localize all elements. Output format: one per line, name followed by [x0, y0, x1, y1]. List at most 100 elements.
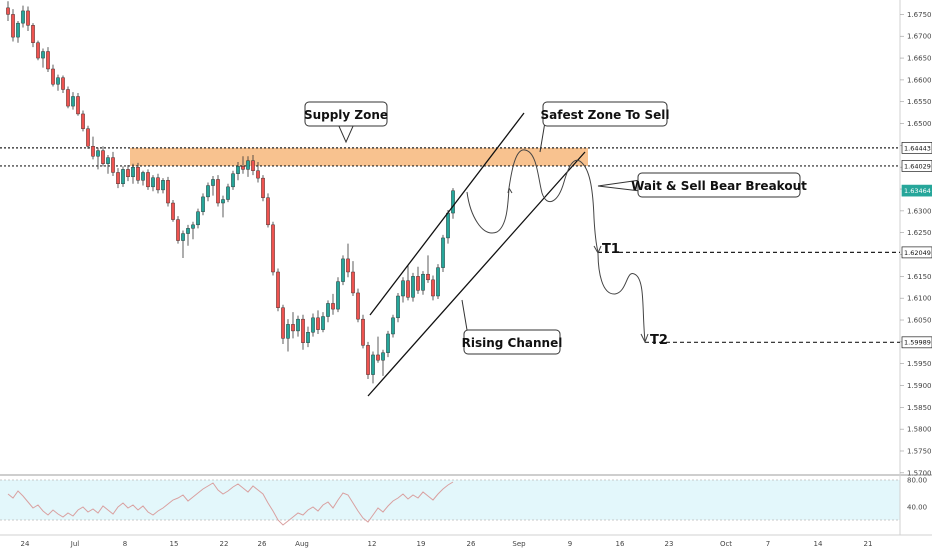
- candle[interactable]: [176, 216, 180, 244]
- candle[interactable]: [281, 304, 285, 345]
- candle[interactable]: [156, 173, 160, 194]
- supply-zone-rect[interactable]: [130, 147, 588, 166]
- safest-zone-callout[interactable]: Safest Zone To Sell: [541, 101, 670, 127]
- candle[interactable]: [121, 166, 125, 187]
- candle[interactable]: [291, 312, 295, 339]
- candle[interactable]: [331, 293, 335, 315]
- candle[interactable]: [391, 314, 395, 338]
- candle[interactable]: [326, 300, 330, 323]
- candle[interactable]: [76, 92, 80, 116]
- candle[interactable]: [371, 351, 375, 384]
- candle[interactable]: [61, 75, 65, 93]
- candle[interactable]: [111, 151, 115, 176]
- candle[interactable]: [396, 292, 400, 323]
- candle[interactable]: [431, 275, 435, 301]
- candle[interactable]: [41, 48, 45, 68]
- candle[interactable]: [221, 195, 225, 218]
- candle[interactable]: [131, 163, 135, 184]
- candle[interactable]: [146, 169, 150, 190]
- candle[interactable]: [151, 175, 155, 192]
- candle[interactable]: [161, 178, 165, 194]
- supply-zone-callout[interactable]: Supply Zone: [304, 101, 388, 127]
- candle[interactable]: [126, 165, 130, 182]
- candle[interactable]: [381, 349, 385, 376]
- candle[interactable]: [376, 336, 380, 363]
- candle[interactable]: [356, 288, 360, 323]
- price-axis[interactable]: 1.67500 1.67000 1.66500 1.66000 1.65500 1.650…: [900, 11, 932, 477]
- candle[interactable]: [451, 188, 455, 219]
- candle[interactable]: [191, 221, 195, 240]
- candle[interactable]: [196, 208, 200, 229]
- candle[interactable]: [66, 86, 70, 109]
- candle[interactable]: [401, 277, 405, 303]
- candle[interactable]: [276, 268, 280, 312]
- candle[interactable]: [271, 221, 275, 276]
- candle[interactable]: [106, 154, 110, 174]
- candle[interactable]: [351, 261, 355, 297]
- candle[interactable]: [31, 23, 35, 48]
- candle[interactable]: [261, 175, 265, 202]
- candlestick-series[interactable]: [6, 1, 455, 384]
- candle[interactable]: [341, 255, 345, 286]
- candle[interactable]: [286, 319, 290, 352]
- price-pane[interactable]: [0, 0, 900, 475]
- candle[interactable]: [216, 175, 220, 207]
- candle[interactable]: [436, 264, 440, 300]
- candle[interactable]: [201, 193, 205, 216]
- candle[interactable]: [301, 314, 305, 350]
- candle[interactable]: [321, 312, 325, 333]
- wait-sell-callout[interactable]: Wait & Sell Bear Breakout: [631, 172, 807, 198]
- candle[interactable]: [366, 341, 370, 379]
- channel-upper-line[interactable]: [369, 112, 525, 316]
- candle[interactable]: [316, 310, 320, 334]
- rising-channel-callout[interactable]: Rising Channel: [462, 329, 563, 355]
- candle[interactable]: [246, 156, 250, 177]
- candle[interactable]: [386, 330, 390, 358]
- candle[interactable]: [441, 234, 445, 272]
- candle[interactable]: [51, 64, 55, 87]
- candle[interactable]: [416, 266, 420, 294]
- candle[interactable]: [91, 136, 95, 160]
- candle[interactable]: [101, 146, 105, 167]
- candle[interactable]: [136, 162, 140, 184]
- candle[interactable]: [311, 313, 315, 337]
- candle[interactable]: [166, 176, 170, 207]
- candle[interactable]: [306, 326, 310, 348]
- candle[interactable]: [86, 125, 90, 149]
- candle[interactable]: [421, 271, 425, 295]
- candle[interactable]: [206, 182, 210, 202]
- candle[interactable]: [231, 170, 235, 190]
- candle[interactable]: [116, 168, 120, 189]
- candle[interactable]: [426, 255, 430, 283]
- candle[interactable]: [411, 272, 415, 302]
- candle[interactable]: [6, 1, 10, 21]
- candle[interactable]: [36, 40, 40, 61]
- rsi-line[interactable]: [7, 481, 454, 526]
- channel-lower-line[interactable]: [367, 151, 586, 397]
- candle[interactable]: [266, 193, 270, 228]
- candle[interactable]: [171, 199, 175, 222]
- candle[interactable]: [346, 243, 350, 278]
- candle[interactable]: [406, 265, 410, 301]
- candle[interactable]: [11, 9, 15, 42]
- candle[interactable]: [181, 230, 185, 259]
- candle[interactable]: [16, 20, 20, 43]
- candle[interactable]: [46, 47, 50, 73]
- candle[interactable]: [26, 6, 30, 31]
- candle[interactable]: [241, 156, 245, 174]
- candle[interactable]: [81, 110, 85, 132]
- candle[interactable]: [361, 314, 365, 349]
- candle[interactable]: [256, 161, 260, 183]
- candle[interactable]: [21, 5, 25, 28]
- candle[interactable]: [211, 175, 215, 196]
- candle[interactable]: [71, 92, 75, 110]
- candle[interactable]: [336, 277, 340, 313]
- candle[interactable]: [56, 74, 60, 91]
- candle[interactable]: [141, 170, 145, 186]
- candle[interactable]: [251, 154, 255, 176]
- candle[interactable]: [96, 147, 100, 170]
- candle[interactable]: [226, 183, 230, 203]
- time-axis[interactable]: 24 Jul 8 15 22 26 Aug 12 19 26 Sep 9 16 23 Oct 7 14 21: [21, 540, 873, 548]
- candle[interactable]: [236, 161, 240, 181]
